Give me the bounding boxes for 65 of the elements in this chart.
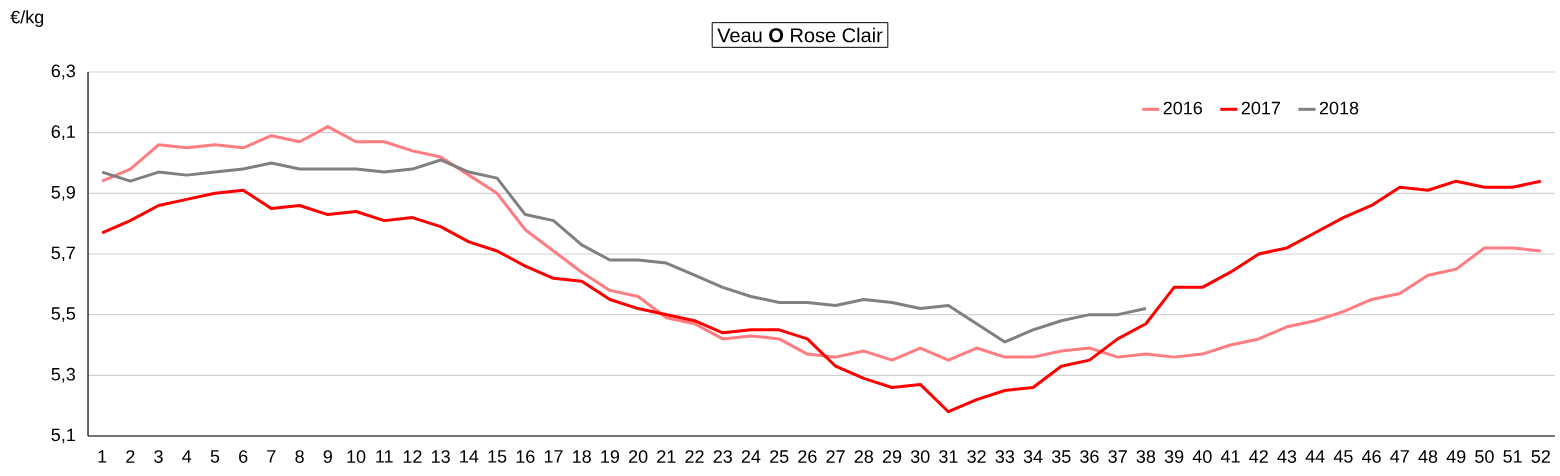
y-axis-title: €/kg xyxy=(10,10,44,27)
legend-label: 2016 xyxy=(1163,101,1203,115)
x-tick-label: 3 xyxy=(154,450,163,463)
x-tick-label: 21 xyxy=(657,450,676,463)
x-tick-label: 19 xyxy=(601,450,620,463)
x-tick-label: 32 xyxy=(967,450,986,463)
x-tick-label: 51 xyxy=(1503,450,1522,463)
x-tick-label: 15 xyxy=(488,450,507,463)
y-tick-label: 5,1 xyxy=(51,428,75,444)
x-tick-label: 44 xyxy=(1305,450,1325,463)
x-tick-label: 40 xyxy=(1192,450,1212,463)
y-tick-label: 6,3 xyxy=(51,64,76,80)
x-tick-label: 23 xyxy=(713,450,732,463)
x-tick-label: 34 xyxy=(1023,450,1043,463)
legend-label: 2018 xyxy=(1319,101,1359,115)
legend-label: 2017 xyxy=(1241,101,1281,115)
line-series xyxy=(100,125,1543,362)
x-tick-label: 2 xyxy=(126,450,135,463)
x-tick-label: 49 xyxy=(1446,450,1466,463)
x-tick-label: 10 xyxy=(347,450,366,463)
y-tick-label: 5,3 xyxy=(51,367,76,383)
y-tick-label: 5,7 xyxy=(51,246,75,262)
x-tick-label: 47 xyxy=(1390,450,1409,463)
x-tick-label: 43 xyxy=(1277,450,1297,463)
x-tick-label: 50 xyxy=(1475,450,1494,463)
x-tick-label: 41 xyxy=(1220,450,1240,463)
x-tick-label: 46 xyxy=(1361,450,1381,463)
x-tick-label: 31 xyxy=(939,450,958,463)
x-tick-label: 7 xyxy=(267,450,276,463)
x-tick-label: 5 xyxy=(210,450,220,463)
x-tick-label: 35 xyxy=(1051,450,1071,463)
x-tick-label: 29 xyxy=(882,450,902,463)
x-tick-label: 4 xyxy=(182,450,192,463)
x-tick-label: 17 xyxy=(544,450,563,463)
x-tick-label: 25 xyxy=(770,450,789,463)
x-tick-label: 20 xyxy=(629,450,648,463)
x-tick-label: 48 xyxy=(1418,450,1438,463)
x-tick-label: 30 xyxy=(910,450,930,463)
x-tick-label: 14 xyxy=(460,450,479,463)
x-tick-label: 39 xyxy=(1164,450,1184,463)
y-tick-label: 5,5 xyxy=(51,307,76,322)
x-tick-label: 6 xyxy=(239,450,248,463)
x-tick-label: 13 xyxy=(432,450,450,463)
chart-title: Veau O Rose Clair xyxy=(717,27,883,43)
x-tick-label: 26 xyxy=(798,450,817,463)
x-tick-label: 33 xyxy=(995,450,1015,463)
x-tick-label: 52 xyxy=(1531,450,1550,463)
x-tick-label: 36 xyxy=(1080,450,1099,463)
x-tick-label: 11 xyxy=(376,450,393,463)
x-tick-label: 45 xyxy=(1333,450,1353,463)
x-tick-label: 42 xyxy=(1249,450,1268,463)
x-tick-label: 9 xyxy=(323,450,332,463)
x-tick-label: 8 xyxy=(295,450,304,463)
x-tick-label: 28 xyxy=(854,450,874,463)
x-tick-label: 27 xyxy=(826,450,845,463)
x-tick-label: 38 xyxy=(1136,450,1156,463)
x-tick-label: 37 xyxy=(1108,450,1127,463)
y-tick-label: 6,1 xyxy=(51,125,75,141)
x-tick-label: 1 xyxy=(98,450,107,463)
x-tick-label: 12 xyxy=(403,450,422,463)
x-tick-label: 16 xyxy=(516,450,535,463)
x-tick-label: 18 xyxy=(573,450,591,463)
x-tick-label: 22 xyxy=(685,450,704,463)
x-tick-label: 24 xyxy=(741,450,761,463)
y-tick-label: 5,9 xyxy=(51,185,75,201)
